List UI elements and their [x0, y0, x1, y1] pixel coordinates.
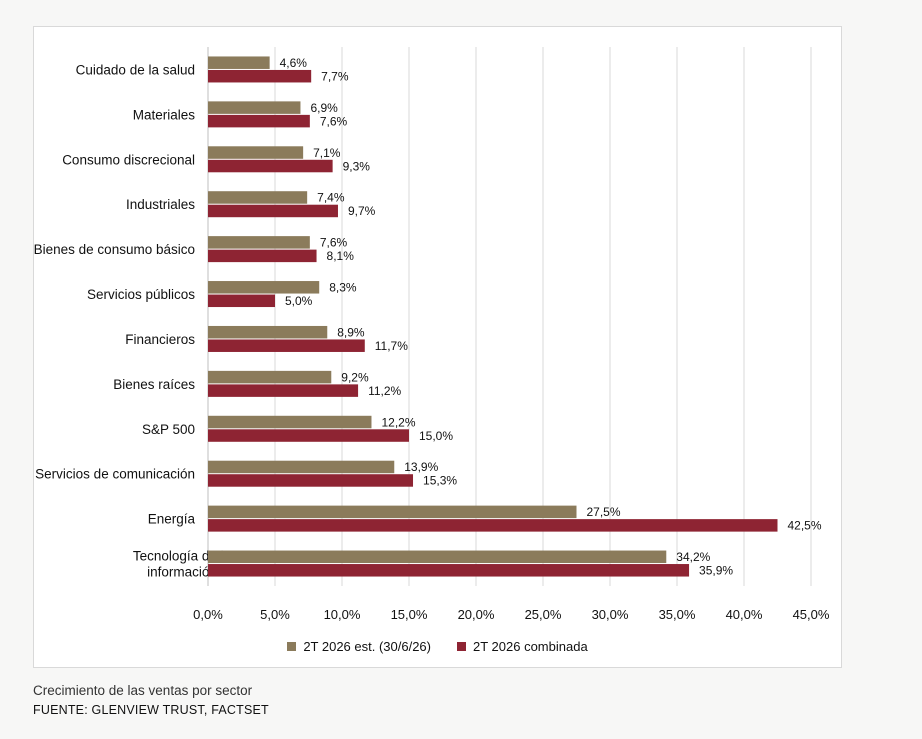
bar-combined — [208, 339, 365, 352]
x-tick-label: 20,0% — [458, 607, 495, 622]
x-tick-label: 30,0% — [592, 607, 629, 622]
data-label: 7,1% — [313, 146, 341, 160]
legend-label-combined: 2T 2026 combinada — [473, 639, 588, 654]
bar-combined — [208, 519, 778, 532]
x-tick-label: 25,0% — [525, 607, 562, 622]
legend-label-estimate: 2T 2026 est. (30/6/26) — [303, 639, 431, 654]
bar-estimate — [208, 460, 395, 474]
legend-swatch-estimate — [287, 642, 297, 651]
bar-estimate — [208, 56, 270, 69]
data-label: 4,6% — [280, 56, 308, 70]
bar-estimate — [208, 236, 310, 249]
legend-item-estimate: 2T 2026 est. (30/6/26) — [287, 639, 431, 654]
data-label: 13,9% — [404, 460, 438, 474]
chart-caption: Crecimiento de las ventas por sector — [33, 683, 253, 698]
bar-combined — [208, 429, 409, 442]
x-tick-label: 5,0% — [260, 607, 290, 622]
bar-estimate — [208, 370, 332, 384]
bar-estimate — [208, 415, 372, 429]
y-category-label: Bienes de consumo básico — [34, 242, 195, 257]
data-label: 27,5% — [587, 505, 621, 519]
bar-estimate — [208, 505, 577, 519]
x-tick-label: 10,0% — [324, 607, 361, 622]
data-label: 12,2% — [381, 415, 415, 429]
data-label: 34,2% — [676, 550, 710, 564]
x-tick-label: 40,0% — [726, 607, 763, 622]
data-label: 9,3% — [343, 159, 371, 173]
data-label: 5,0% — [285, 294, 313, 308]
chart-panel: 0,0% 5,0% 10,0% 15,0% 20,0% 25,0% 30,0% 35,0% 40… — [33, 26, 842, 668]
data-label: 7,4% — [317, 191, 345, 205]
bar-estimate — [208, 101, 301, 114]
bar-combined — [208, 474, 414, 487]
data-label: 15,0% — [419, 429, 453, 443]
legend-item-combined: 2T 2026 combinada — [457, 639, 588, 654]
bar-combined — [208, 159, 333, 173]
data-label: 11,7% — [375, 339, 408, 353]
data-label: 35,9% — [699, 564, 733, 578]
x-tick-label: 0,0% — [193, 607, 223, 622]
data-label: 6,9% — [310, 101, 338, 115]
bar-combined — [208, 564, 690, 577]
y-category-label: Energía — [148, 512, 196, 527]
legend-swatch-combined — [457, 642, 466, 651]
y-category-label: Bienes raíces — [113, 377, 195, 392]
x-tick-label: 15,0% — [391, 607, 428, 622]
data-label: 42,5% — [788, 519, 822, 533]
data-label: 15,3% — [423, 474, 457, 488]
x-tick-label: 45,0% — [793, 607, 830, 622]
y-category-label: Consumo discrecional — [62, 152, 195, 167]
data-label: 11,2% — [368, 384, 401, 398]
data-label: 8,1% — [327, 249, 355, 263]
y-category-label: S&P 500 — [142, 422, 195, 437]
data-label: 7,7% — [321, 69, 349, 83]
y-category-label: Materiales — [133, 107, 196, 122]
bar-combined — [208, 294, 275, 308]
bar-chart: 0,0% 5,0% 10,0% 15,0% 20,0% 25,0% 30,0% 35,0% 40… — [34, 47, 830, 622]
data-label: 8,3% — [329, 281, 357, 295]
bar-combined — [208, 114, 310, 128]
x-tick-label: 35,0% — [659, 607, 696, 622]
data-label: 7,6% — [320, 114, 348, 128]
bar-estimate — [208, 146, 304, 159]
y-category-label: Tecnología de la — [133, 549, 232, 564]
bar-estimate — [208, 325, 328, 339]
bar-estimate — [208, 550, 667, 564]
y-category-label: Cuidado de la salud — [76, 62, 195, 77]
y-category-label: Servicios públicos — [87, 287, 195, 302]
bar-estimate — [208, 191, 308, 204]
y-category-label: Industriales — [126, 197, 195, 212]
bar-estimate — [208, 281, 320, 294]
y-category-label: información — [147, 565, 217, 580]
bar-combined — [208, 384, 359, 397]
bar-combined — [208, 249, 317, 263]
y-category-label: Servicios de comunicación — [35, 467, 195, 482]
data-label: 9,7% — [348, 204, 376, 218]
data-label: 8,9% — [337, 325, 365, 339]
bar-combined — [208, 69, 312, 83]
data-label: 9,2% — [341, 370, 369, 384]
bar-combined — [208, 204, 338, 218]
chart-source: FUENTE: GLENVIEW TRUST, FACTSET — [33, 703, 269, 717]
chart-legend: 2T 2026 est. (30/6/26) 2T 2026 combinada — [34, 639, 841, 654]
data-label: 7,6% — [320, 236, 348, 250]
y-category-label: Financieros — [125, 332, 195, 347]
